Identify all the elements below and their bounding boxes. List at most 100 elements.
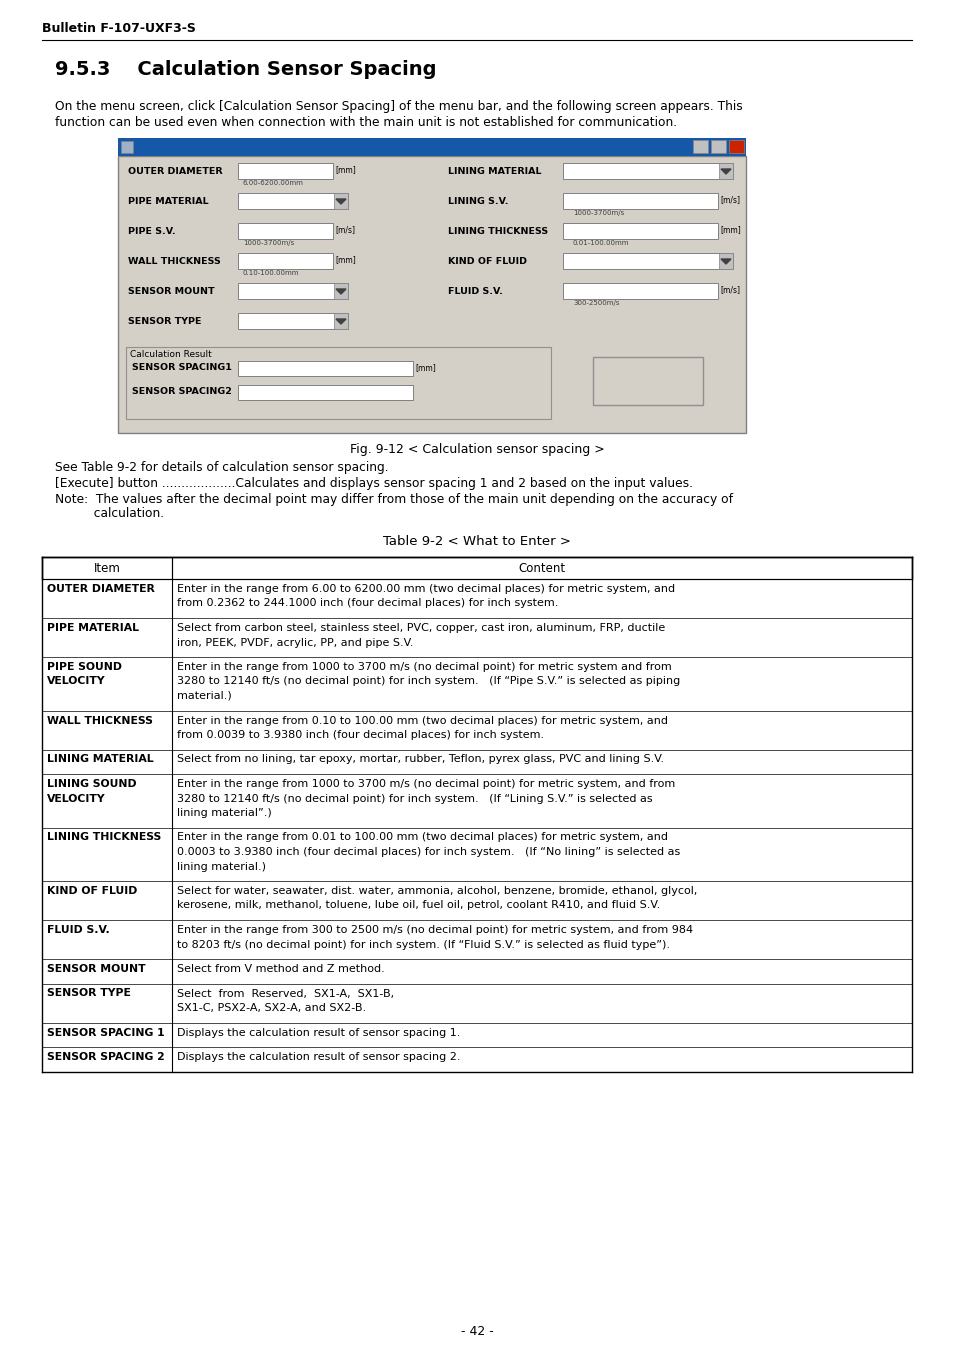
Bar: [42, 617, 911, 657]
Text: 9.5.3    Calculation Sensor Spacing: 9.5.3 Calculation Sensor Spacing: [55, 59, 436, 78]
Text: [m/s]: [m/s]: [720, 195, 740, 204]
Polygon shape: [335, 289, 346, 295]
Bar: [42, 984, 911, 1023]
Text: SENSOR SPACING 2: SENSOR SPACING 2: [47, 1052, 165, 1062]
Text: LINING THICKNESS: LINING THICKNESS: [47, 832, 161, 843]
Bar: [562, 253, 732, 269]
Text: [mm]: [mm]: [720, 226, 740, 234]
Text: Displays the calculation result of sensor spacing 1.: Displays the calculation result of senso…: [177, 1028, 460, 1038]
Bar: [562, 163, 732, 178]
Text: [mm]: [mm]: [335, 255, 355, 263]
Text: calculation.: calculation.: [55, 507, 164, 520]
Text: PIPE SOUND: PIPE SOUND: [47, 662, 122, 671]
Text: EXECUTE: EXECUTE: [621, 377, 674, 386]
Text: 1000-3700m/s: 1000-3700m/s: [573, 209, 623, 216]
Text: Displays the calculation result of sensor spacing 2.: Displays the calculation result of senso…: [177, 1052, 460, 1062]
Polygon shape: [720, 169, 730, 174]
Text: WALL THICKNESS: WALL THICKNESS: [128, 257, 220, 266]
Bar: [237, 193, 348, 209]
Text: Fig. 9-12 < Calculation sensor spacing >: Fig. 9-12 < Calculation sensor spacing >: [349, 443, 604, 457]
Text: - 42 -: - 42 -: [460, 1325, 493, 1337]
Text: LINING SOUND: LINING SOUND: [47, 780, 136, 789]
Text: 3280 to 12140 ft/s (no decimal point) for inch system.   (If “Pipe S.V.” is sele: 3280 to 12140 ft/s (no decimal point) fo…: [177, 677, 679, 686]
Text: WALL THICKNESS: WALL THICKNESS: [47, 716, 152, 725]
Bar: [42, 750, 911, 774]
Text: OUTER DIAMETER: OUTER DIAMETER: [47, 584, 154, 594]
Text: SENSOR TYPE: SENSOR TYPE: [128, 317, 201, 326]
Text: 0.10-100.00mm: 0.10-100.00mm: [243, 270, 299, 276]
Bar: [692, 141, 707, 153]
Text: to 8203 ft/s (no decimal point) for inch system. (If “Fluid S.V.” is selected as: to 8203 ft/s (no decimal point) for inch…: [177, 939, 669, 950]
Text: Enter in the range from 1000 to 3700 m/s (no decimal point) for metric system, a: Enter in the range from 1000 to 3700 m/s…: [177, 780, 675, 789]
Text: lining material.): lining material.): [177, 862, 266, 871]
Text: Enter in the range from 6.00 to 6200.00 mm (two decimal places) for metric syste: Enter in the range from 6.00 to 6200.00 …: [177, 584, 675, 594]
Text: LINING MATERIAL: LINING MATERIAL: [47, 754, 153, 765]
Text: 0.0003 to 3.9380 inch (four decimal places) for inch system.   (If “No lining” i: 0.0003 to 3.9380 inch (four decimal plac…: [177, 847, 679, 857]
Text: On the menu screen, click [Calculation Sensor Spacing] of the menu bar, and the : On the menu screen, click [Calculation S…: [55, 100, 742, 113]
Bar: [237, 313, 348, 330]
Bar: [728, 141, 743, 153]
Text: Bulletin F-107-UXF3-S: Bulletin F-107-UXF3-S: [42, 22, 195, 35]
Text: OUTER DIAMETER: OUTER DIAMETER: [128, 168, 222, 176]
Text: LINING THICKNESS: LINING THICKNESS: [448, 227, 548, 236]
Bar: [334, 282, 348, 299]
Text: KIND OF FLUID: KIND OF FLUID: [448, 257, 526, 266]
Text: Enter in the range from 0.10 to 100.00 mm (two decimal places) for metric system: Enter in the range from 0.10 to 100.00 m…: [177, 716, 667, 725]
Text: Select from carbon steel, stainless steel, PVC, copper, cast iron, aluminum, FRP: Select from carbon steel, stainless stee…: [177, 623, 664, 634]
Bar: [593, 357, 702, 405]
Bar: [42, 557, 911, 580]
Text: NO LINING: NO LINING: [565, 165, 611, 174]
Text: lining material”.): lining material”.): [177, 808, 272, 817]
Polygon shape: [335, 199, 346, 204]
Bar: [237, 253, 333, 269]
Bar: [42, 711, 911, 750]
Text: SX1-C, PSX2-A, SX2-A, and SX2-B.: SX1-C, PSX2-A, SX2-A, and SX2-B.: [177, 1002, 366, 1013]
Text: Table 9-2 < What to Enter >: Table 9-2 < What to Enter >: [382, 535, 571, 549]
Bar: [237, 163, 333, 178]
Text: function can be used even when connection with the main unit is not established : function can be used even when connectio…: [55, 116, 677, 128]
Text: Enter in the range from 1000 to 3700 m/s (no decimal point) for metric system an: Enter in the range from 1000 to 3700 m/s…: [177, 662, 671, 671]
Text: SENSOR SPACING2: SENSOR SPACING2: [132, 386, 232, 396]
Bar: [126, 347, 551, 419]
Bar: [237, 361, 413, 376]
Text: Calculation Sensor Spacing: Calculation Sensor Spacing: [138, 141, 261, 150]
Text: WATER: WATER: [565, 255, 596, 263]
Text: [mm]: [mm]: [335, 165, 355, 174]
Bar: [42, 828, 911, 881]
Text: SENSOR SPACING 1: SENSOR SPACING 1: [47, 1028, 165, 1038]
Text: [m/s]: [m/s]: [335, 226, 355, 234]
Bar: [42, 774, 911, 828]
Text: [Execute] button ...................Calculates and displays sensor spacing 1 and: [Execute] button ...................Calc…: [55, 477, 692, 490]
Text: [m/s]: [m/s]: [720, 285, 740, 295]
Text: CARBON STEEL: CARBON STEEL: [241, 195, 307, 204]
Bar: [118, 138, 745, 155]
Text: SENSOR TYPE: SENSOR TYPE: [47, 989, 131, 998]
Text: from 0.0039 to 3.9380 inch (four decimal places) for inch system.: from 0.0039 to 3.9380 inch (four decimal…: [177, 730, 543, 740]
Text: KIND OF FLUID: KIND OF FLUID: [47, 886, 137, 896]
Text: 300-2500m/s: 300-2500m/s: [573, 300, 618, 305]
Bar: [42, 657, 911, 711]
Bar: [42, 920, 911, 959]
Bar: [237, 385, 413, 400]
Bar: [121, 141, 132, 153]
Bar: [237, 282, 348, 299]
Bar: [42, 1023, 911, 1047]
Text: Select from no lining, tar epoxy, mortar, rubber, Teflon, pyrex glass, PVC and l: Select from no lining, tar epoxy, mortar…: [177, 754, 663, 765]
Text: 1000-3700m/s: 1000-3700m/s: [243, 240, 294, 246]
Text: kerosene, milk, methanol, toluene, lube oil, fuel oil, petrol, coolant R410, and: kerosene, milk, methanol, toluene, lube …: [177, 901, 659, 911]
Bar: [42, 881, 911, 920]
Bar: [237, 223, 333, 239]
Text: See Table 9-2 for details of calculation sensor spacing.: See Table 9-2 for details of calculation…: [55, 461, 388, 474]
Text: PIPE MATERIAL: PIPE MATERIAL: [47, 623, 139, 634]
Text: V METHOD: V METHOD: [241, 285, 288, 295]
Bar: [562, 282, 718, 299]
Bar: [562, 193, 718, 209]
Polygon shape: [720, 259, 730, 263]
Bar: [562, 223, 718, 239]
Text: SENSOR MOUNT: SENSOR MOUNT: [47, 965, 146, 974]
Text: [mm]: [mm]: [415, 363, 436, 372]
Text: VELOCITY: VELOCITY: [47, 677, 106, 686]
Text: RESERVE: RESERVE: [241, 315, 280, 324]
Text: Content: Content: [517, 562, 565, 576]
Text: VELOCITY: VELOCITY: [47, 793, 106, 804]
